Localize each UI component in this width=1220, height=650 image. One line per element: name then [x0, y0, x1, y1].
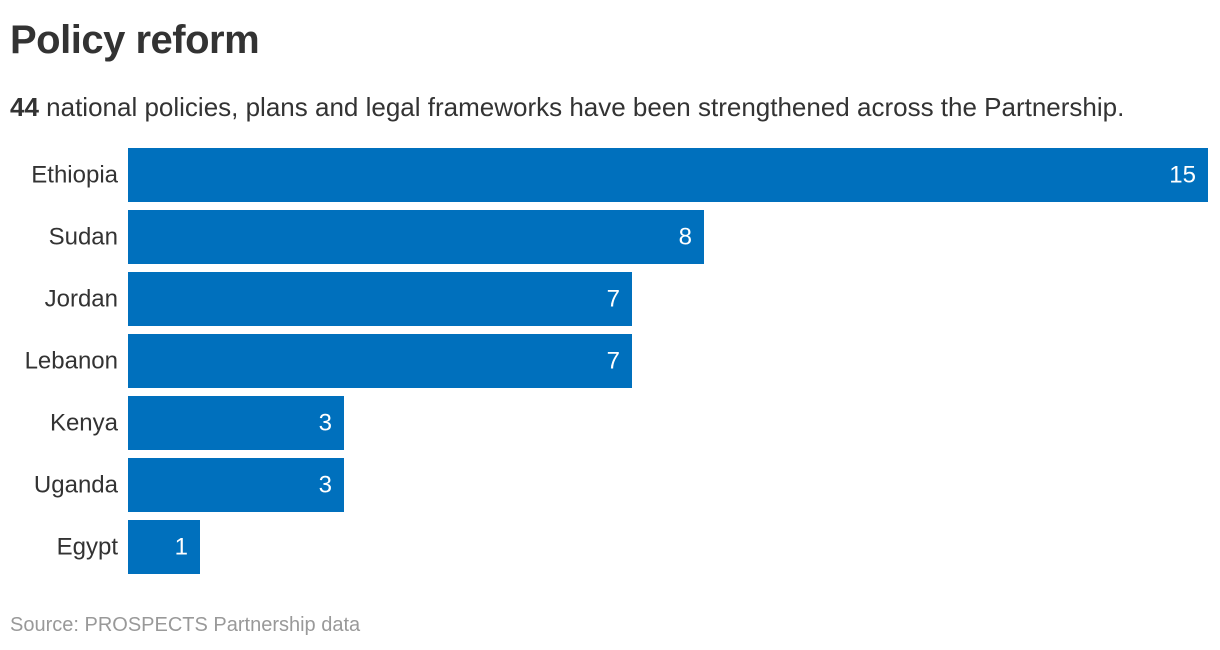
- value-label-sudan: 8: [679, 224, 692, 251]
- bar-group-uganda: Uganda 3: [34, 458, 344, 512]
- subtitle-text: national policies, plans and legal frame…: [38, 92, 1125, 122]
- value-label-uganda: 3: [319, 472, 332, 499]
- value-label-ethiopia: 15: [1169, 162, 1196, 189]
- bar-group-kenya: Kenya 3: [50, 396, 344, 450]
- bar-egypt: [128, 520, 200, 574]
- category-label-ethiopia: Ethiopia: [31, 162, 118, 189]
- bar-group-ethiopia: Ethiopia 15: [31, 148, 1208, 202]
- bar-sudan: [128, 210, 704, 264]
- bar-ethiopia: [128, 148, 1208, 202]
- category-label-kenya: Kenya: [50, 410, 119, 437]
- bar-group-sudan: Sudan 8: [49, 210, 704, 264]
- bar-kenya: [128, 396, 344, 450]
- category-label-sudan: Sudan: [49, 224, 118, 251]
- value-label-kenya: 3: [319, 410, 332, 437]
- chart-subtitle: 44 national policies, plans and legal fr…: [10, 92, 1124, 123]
- category-label-egypt: Egypt: [57, 534, 119, 561]
- bar-group-egypt: Egypt 1: [57, 520, 200, 574]
- value-label-lebanon: 7: [607, 348, 620, 375]
- bar-group-lebanon: Lebanon 7: [25, 334, 632, 388]
- value-label-jordan: 7: [607, 286, 620, 313]
- source-note: Source: PROSPECTS Partnership data: [10, 614, 361, 636]
- chart-title: Policy reform: [10, 18, 260, 62]
- bar-jordan: [128, 272, 632, 326]
- category-label-uganda: Uganda: [34, 472, 119, 499]
- bar-uganda: [128, 458, 344, 512]
- value-label-egypt: 1: [175, 534, 188, 561]
- category-label-jordan: Jordan: [45, 286, 118, 313]
- category-label-lebanon: Lebanon: [25, 348, 118, 375]
- subtitle-number: 44: [10, 92, 39, 122]
- bar-lebanon: [128, 334, 632, 388]
- bar-group-jordan: Jordan 7: [45, 272, 632, 326]
